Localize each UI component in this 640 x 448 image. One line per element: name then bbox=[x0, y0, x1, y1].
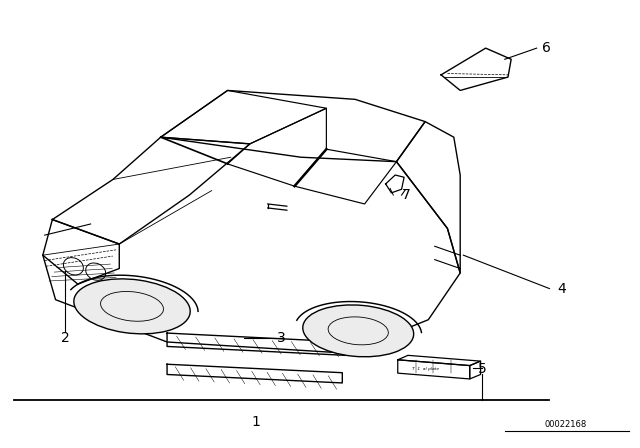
Text: 4: 4 bbox=[558, 281, 566, 296]
Text: 6: 6 bbox=[542, 41, 550, 55]
Text: 5: 5 bbox=[478, 362, 487, 376]
Text: T  1  al plate: T 1 al plate bbox=[412, 366, 440, 370]
Text: 3: 3 bbox=[277, 331, 286, 345]
Text: 2: 2 bbox=[61, 331, 70, 345]
Ellipse shape bbox=[74, 279, 190, 334]
Ellipse shape bbox=[303, 305, 413, 357]
Text: 7: 7 bbox=[402, 188, 410, 202]
Text: 1: 1 bbox=[252, 415, 260, 429]
Text: 00022168: 00022168 bbox=[544, 420, 586, 429]
